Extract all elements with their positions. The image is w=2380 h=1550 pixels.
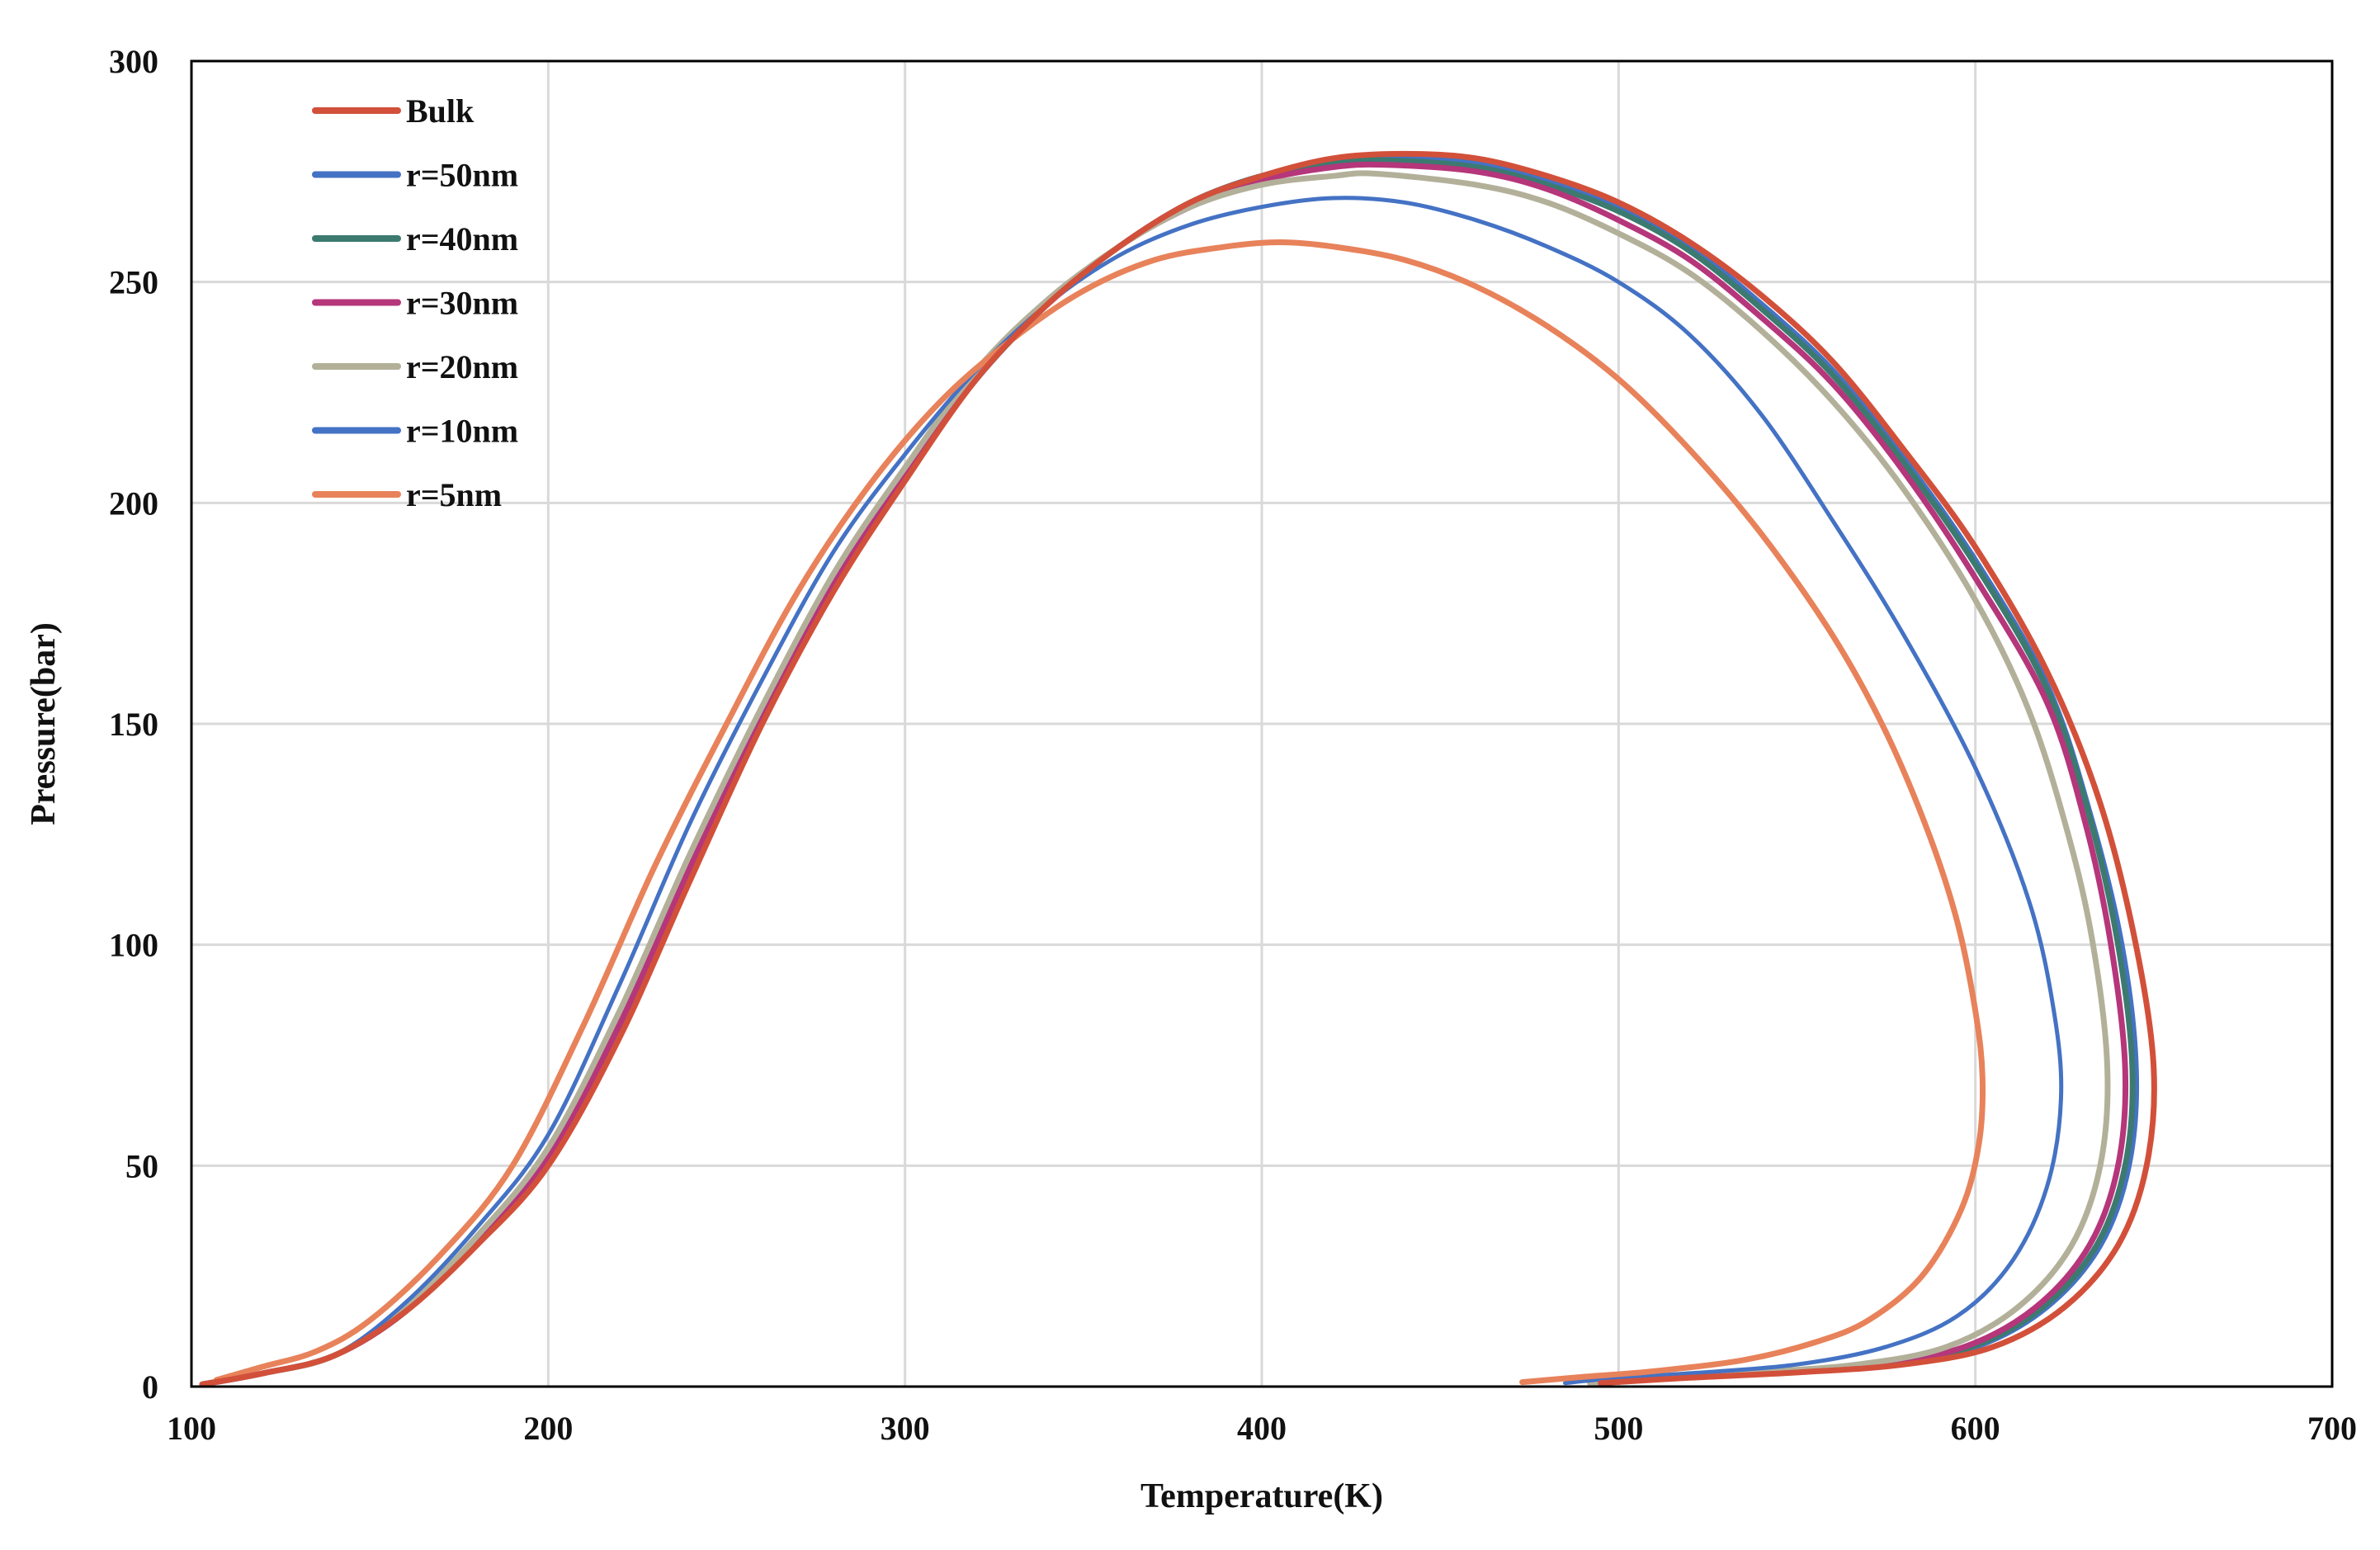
legend-label: Bulk xyxy=(406,92,475,130)
y-tick-label: 300 xyxy=(109,43,158,80)
grid-lines xyxy=(191,61,2332,1387)
x-axis-title: Temperature(K) xyxy=(1140,1477,1383,1515)
y-axis-title: Pressure(bar) xyxy=(25,622,63,825)
series-line-bulk xyxy=(199,150,2157,1387)
x-tick-label: 700 xyxy=(2307,1410,2357,1447)
series-line-r-10nm xyxy=(200,196,2064,1387)
y-tick-label: 200 xyxy=(109,484,158,522)
legend-label: r=30nm xyxy=(406,285,518,322)
y-tick-label: 150 xyxy=(109,706,158,743)
legend-label: r=50nm xyxy=(406,157,518,194)
x-tick-label: 400 xyxy=(1237,1410,1287,1447)
series-layer xyxy=(199,150,2157,1387)
x-tick-labels: 100 200 300 400 500 600 700 xyxy=(167,1410,2357,1447)
series-line-r-30nm xyxy=(199,161,2129,1387)
series-line-r-20nm xyxy=(199,170,2111,1387)
legend: Bulk r=50nm r=40nm r=30nm r=20nm r=10nm r=5nm xyxy=(312,92,518,513)
y-tick-label: 50 xyxy=(125,1147,158,1184)
y-tick-label: 250 xyxy=(109,264,158,301)
x-tick-label: 500 xyxy=(1594,1410,1643,1447)
legend-label: r=10nm xyxy=(406,413,518,450)
x-tick-label: 300 xyxy=(881,1410,930,1447)
legend-label: r=20nm xyxy=(406,348,518,385)
y-tick-labels: 0 50 100 150 200 250 300 xyxy=(109,43,158,1406)
series-line-r-5nm xyxy=(213,239,1986,1386)
legend-label: r=5nm xyxy=(406,476,502,513)
y-tick-label: 0 xyxy=(142,1368,158,1406)
plot-frame xyxy=(190,59,2334,1388)
x-tick-label: 600 xyxy=(1951,1410,2000,1447)
x-tick-label: 200 xyxy=(523,1410,573,1447)
x-tick-label: 100 xyxy=(167,1410,216,1447)
legend-label: r=40nm xyxy=(406,220,518,258)
y-tick-label: 100 xyxy=(109,927,158,964)
